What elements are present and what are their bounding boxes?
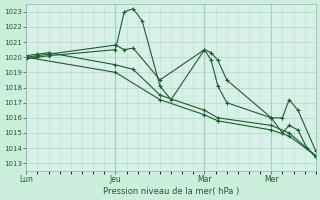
X-axis label: Pression niveau de la mer( hPa ): Pression niveau de la mer( hPa ) [103,187,239,196]
